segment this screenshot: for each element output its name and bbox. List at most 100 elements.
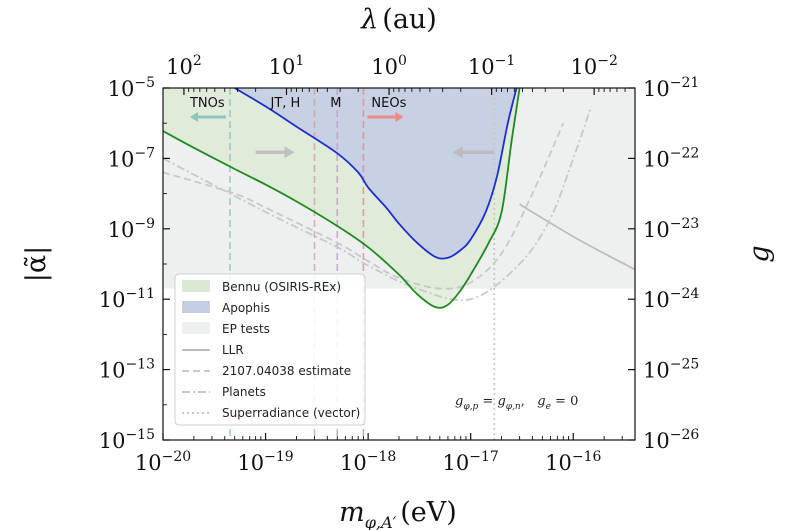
coupling-annotation: gφ,p = gφ,n, ge = 0 (455, 394, 578, 412)
bottom-tick-label: 10−18 (340, 449, 396, 475)
bottom-tick-label-exponent: −16 (572, 449, 602, 465)
right-tick-label-base: 10 (643, 218, 670, 242)
annot-g3: g (537, 394, 545, 409)
left-tick-label-base: 10 (108, 147, 135, 171)
bottom-tick-label: 10−19 (237, 449, 293, 475)
marker-arrow-head-neos (395, 112, 404, 122)
right-tick-label-base: 10 (643, 429, 670, 453)
top-axis-symbol: λ (360, 4, 378, 35)
curve-planets (163, 106, 593, 302)
legend: Bennu (OSIRIS-REx) Apophis EP tests LLR … (174, 273, 366, 426)
curve-llr (519, 203, 635, 271)
right-tick-label-base: 10 (643, 288, 670, 312)
bottom-tick-label-exponent: −20 (162, 449, 192, 465)
bottom-tick-label-exponent: −17 (469, 449, 499, 465)
left-tick-label-base: 10 (99, 429, 126, 453)
legend-label-bennu: Bennu (OSIRIS-REx) (222, 280, 341, 294)
left-tick-label: 10−11 (99, 286, 155, 312)
top-tick-label-exponent: 0 (398, 53, 407, 69)
left-tick-label-exponent: −11 (125, 286, 155, 302)
right-axis-title: g (744, 245, 775, 262)
top-tick-label-base: 10 (371, 55, 398, 79)
annot-sub2: φ,n (506, 402, 521, 412)
bottom-axis-unit: (eV) (400, 497, 457, 528)
left-tick-label: 10−15 (99, 427, 155, 453)
left-tick-label-exponent: −13 (125, 357, 155, 373)
right-tick-label: 10−21 (643, 75, 699, 101)
annot-sub1: φ,p (463, 402, 478, 412)
annot-sub3: e (546, 402, 551, 412)
left-tick-label-exponent: −15 (125, 427, 155, 443)
right-tick-label-exponent: −25 (670, 357, 700, 373)
legend-swatch-ep-tests (182, 322, 210, 334)
right-tick-label-exponent: −21 (670, 75, 700, 91)
top-tick-label-exponent: −1 (495, 53, 516, 69)
top-tick-label: 101 (269, 53, 305, 79)
data-layer: TNOs JT, H M NEOs (163, 88, 635, 440)
legend-label-llr: LLR (222, 343, 244, 357)
legend-box (174, 273, 366, 426)
annot-g2: g (497, 394, 505, 409)
gray-arrow-head-0 (284, 146, 295, 159)
top-tick-label-exponent: −2 (597, 53, 618, 69)
marker-arrow-head-tnos (189, 112, 198, 122)
left-tick-label: 10−9 (108, 216, 155, 242)
bottom-tick-label-base: 10 (135, 451, 162, 475)
curve-apophis (234, 88, 518, 260)
marker-label-tnos: TNOs (189, 96, 225, 111)
curve-bennu (163, 88, 521, 309)
right-tick-label: 10−25 (643, 357, 699, 383)
legend-label-apophis: Apophis (222, 301, 270, 315)
apophis-excluded-region (234, 88, 517, 259)
left-tick-label: 10−13 (99, 357, 155, 383)
top-tick-label: 10−1 (468, 53, 515, 79)
bottom-tick-label-base: 10 (237, 451, 264, 475)
gray-arrow-head-1 (452, 146, 463, 159)
left-axis-title: |α̃| (21, 246, 52, 282)
right-tick-label-exponent: −22 (670, 145, 700, 161)
bottom-axis-title: mφ,A′ (eV) (339, 497, 457, 530)
left-tick-label-base: 10 (99, 288, 126, 312)
legend-label-estimate: 2107.04038 estimate (222, 364, 351, 378)
left-tick-label-exponent: −9 (134, 216, 155, 232)
marker-label-jt-h: JT, H (269, 96, 300, 111)
right-tick-label-base: 10 (643, 147, 670, 171)
annot-g1: g (455, 394, 463, 409)
annot-tail: = 0 (551, 394, 578, 409)
bottom-tick-label: 10−17 (443, 449, 499, 475)
legend-label-ep-tests: EP tests (222, 322, 270, 336)
bottom-axis-subscript: φ,A′ (365, 513, 397, 530)
curve-2107-04038-estimate (163, 122, 565, 290)
right-tick-label: 10−24 (643, 286, 699, 312)
right-tick-label-base: 10 (643, 359, 670, 383)
left-tick-label: 10−5 (108, 75, 155, 101)
bottom-tick-label: 10−20 (135, 449, 191, 475)
bottom-tick-label-base: 10 (340, 451, 367, 475)
left-tick-label-exponent: −7 (134, 145, 155, 161)
bottom-tick-label-base: 10 (443, 451, 470, 475)
top-tick-label-base: 10 (570, 55, 597, 79)
bottom-tick-label: 10−16 (545, 449, 601, 475)
top-tick-label-exponent: 2 (193, 53, 202, 69)
right-tick-label: 10−23 (643, 216, 699, 242)
legend-swatch-bennu (182, 280, 210, 292)
top-tick-label-base: 10 (269, 55, 296, 79)
top-tick-label: 100 (371, 53, 407, 79)
right-tick-label: 10−22 (643, 145, 699, 171)
bottom-tick-label-exponent: −18 (367, 449, 397, 465)
right-tick-label-base: 10 (643, 77, 670, 101)
top-tick-label-base: 10 (468, 55, 495, 79)
legend-swatch-apophis (182, 301, 210, 313)
legend-label-planets: Planets (222, 385, 266, 399)
top-tick-label-base: 10 (166, 55, 193, 79)
legend-label-superradiance: Superradiance (vector) (222, 406, 360, 420)
left-tick-label-base: 10 (99, 359, 126, 383)
tick-layer: 10−20 10−19 10−18 10−17 10−1610−510−710−910−… (99, 53, 700, 475)
right-tick-label-exponent: −24 (670, 286, 700, 302)
right-tick-label-exponent: −26 (670, 427, 700, 443)
left-tick-label-base: 10 (108, 77, 135, 101)
marker-label-neos: NEOs (371, 96, 406, 111)
bottom-tick-label-base: 10 (545, 451, 572, 475)
top-axis-unit: (au) (382, 4, 437, 35)
